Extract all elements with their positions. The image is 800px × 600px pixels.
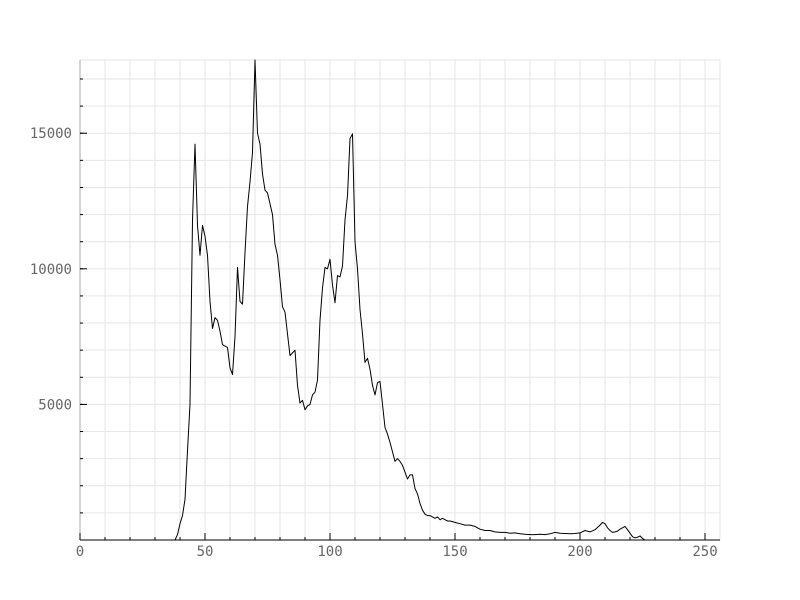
- x-tick-label: 250: [692, 544, 717, 560]
- x-tick-label: 0: [76, 544, 84, 560]
- grid: [79, 59, 721, 540]
- x-tick-label: 200: [567, 544, 592, 560]
- x-tick-label: 100: [317, 544, 342, 560]
- y-tick-label: 10000: [30, 262, 72, 278]
- y-tick-label: 15000: [30, 126, 72, 142]
- series-layer: [80, 59, 718, 541]
- x-tick-label: 150: [442, 544, 467, 560]
- axes: [79, 60, 720, 541]
- ticks: [79, 78, 706, 540]
- x-tick-label: 50: [197, 544, 214, 560]
- y-tick-label: 5000: [38, 397, 72, 413]
- series-line: [80, 59, 718, 541]
- tick-labels: 0 50 100 150 200 250 5000 10000 15000: [30, 126, 718, 560]
